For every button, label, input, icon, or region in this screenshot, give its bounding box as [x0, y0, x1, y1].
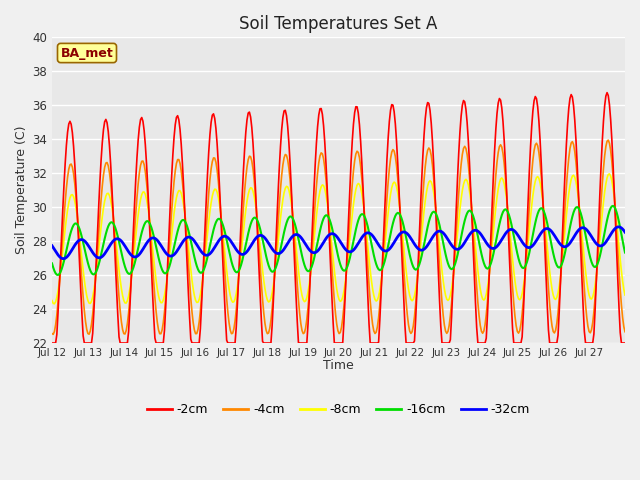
X-axis label: Time: Time: [323, 359, 354, 372]
Title: Soil Temperatures Set A: Soil Temperatures Set A: [239, 15, 438, 33]
Text: BA_met: BA_met: [61, 47, 113, 60]
Y-axis label: Soil Temperature (C): Soil Temperature (C): [15, 126, 28, 254]
Legend: -2cm, -4cm, -8cm, -16cm, -32cm: -2cm, -4cm, -8cm, -16cm, -32cm: [142, 398, 535, 421]
